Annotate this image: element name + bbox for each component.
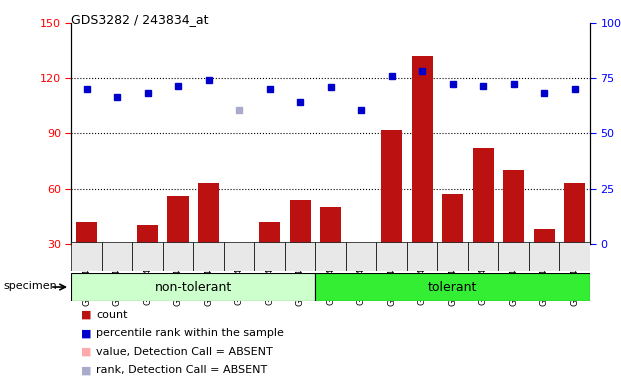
Bar: [560, 242, 590, 271]
Text: GDS3282 / 243834_at: GDS3282 / 243834_at: [71, 13, 209, 26]
Bar: [315, 273, 590, 301]
Bar: [350, 248, 372, 299]
Bar: [259, 222, 280, 299]
Bar: [437, 242, 468, 271]
Bar: [407, 242, 437, 271]
Bar: [412, 56, 433, 299]
Bar: [564, 183, 586, 299]
Bar: [503, 170, 524, 299]
Bar: [376, 242, 407, 271]
Text: count: count: [96, 310, 128, 320]
Bar: [468, 242, 499, 271]
Bar: [76, 222, 97, 299]
Bar: [320, 207, 342, 299]
Text: ■: ■: [81, 365, 91, 375]
Text: ■: ■: [81, 310, 91, 320]
Bar: [102, 242, 132, 271]
Text: specimen: specimen: [3, 281, 57, 291]
Bar: [137, 225, 158, 299]
Bar: [168, 196, 189, 299]
Text: ■: ■: [81, 347, 91, 357]
Text: non-tolerant: non-tolerant: [155, 281, 232, 293]
Bar: [132, 242, 163, 271]
Text: rank, Detection Call = ABSENT: rank, Detection Call = ABSENT: [96, 365, 268, 375]
Bar: [315, 242, 346, 271]
Bar: [381, 130, 402, 299]
Bar: [71, 273, 315, 301]
Bar: [224, 242, 255, 271]
Text: tolerant: tolerant: [428, 281, 478, 293]
Bar: [163, 242, 193, 271]
Bar: [533, 229, 555, 299]
Bar: [198, 183, 219, 299]
Bar: [71, 242, 102, 271]
Bar: [193, 242, 224, 271]
Bar: [285, 242, 315, 271]
Bar: [499, 242, 529, 271]
Bar: [442, 194, 463, 299]
Text: percentile rank within the sample: percentile rank within the sample: [96, 328, 284, 338]
Text: value, Detection Call = ABSENT: value, Detection Call = ABSENT: [96, 347, 273, 357]
Bar: [229, 249, 250, 299]
Text: ■: ■: [81, 328, 91, 338]
Bar: [255, 242, 285, 271]
Bar: [346, 242, 376, 271]
Bar: [106, 248, 128, 299]
Bar: [473, 148, 494, 299]
Bar: [529, 242, 560, 271]
Bar: [289, 200, 311, 299]
